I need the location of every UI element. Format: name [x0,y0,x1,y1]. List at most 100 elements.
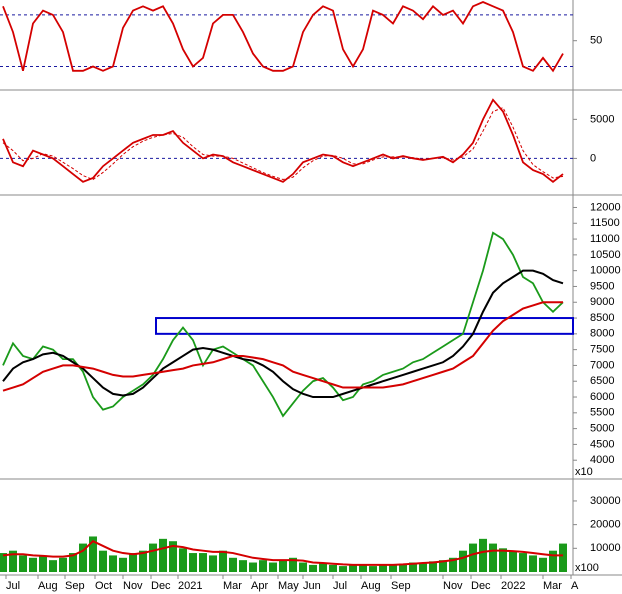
volume-bar [429,561,437,572]
volume-bar [259,560,267,572]
volume-bar [349,564,357,572]
volume-bar [59,557,67,572]
volume-bar [189,553,197,572]
unit-label: x10 [575,466,593,478]
volume-bar [39,555,47,572]
volume-bar [359,564,367,572]
y-tick-label: 7000 [590,359,614,371]
volume-bar [379,564,387,572]
volume-bar [219,550,227,572]
volume-bar [49,560,57,572]
y-tick-label: 10500 [590,249,621,261]
x-tick-label: 2021 [178,580,202,592]
volume-bar [119,557,127,572]
volume-bar [29,557,37,572]
series-line [2,301,563,392]
volume-bar [109,555,117,572]
x-tick-label: Apr [251,580,268,592]
x-tick-label: Mar [223,580,242,592]
volume-bar [449,557,457,572]
volume-bar [479,538,487,572]
x-tick-label: Aug [38,580,58,592]
volume-bar [279,560,287,572]
y-tick-label: 10000 [590,542,621,554]
y-tick-label: 10000 [590,265,621,277]
y-tick-label: 8500 [590,312,614,324]
y-tick-label: 11000 [590,233,620,245]
volume-bar [179,548,187,572]
volume-bar [529,555,537,572]
y-tick-label: 4500 [590,438,614,450]
x-tick-label: Nov [443,580,463,592]
series-line [2,269,564,399]
series-line [2,98,564,183]
volume-bar [99,550,107,572]
volume-bar [399,563,407,572]
y-tick-label: 8000 [590,328,614,340]
volume-bar [509,550,517,572]
price-zone [155,317,574,335]
x-tick-label: 2022 [501,580,525,592]
volume-bar [239,560,247,572]
y-tick-label: 50 [590,35,602,47]
x-tick-label: Aug [361,580,381,592]
volume-bar [19,555,27,572]
volume-bar [439,560,447,572]
y-tick-label: 9000 [590,296,614,308]
y-tick-label: 5500 [590,407,614,419]
volume-bar [469,543,477,572]
volume-bar [389,564,397,572]
volume-bar [229,557,237,572]
y-tick-label: 30000 [590,495,621,507]
volume-bar [249,562,257,572]
volume-bar [89,536,97,572]
x-tick-label: Sep [391,580,411,592]
volume-bar [159,538,167,572]
y-tick-label: 20000 [590,519,621,531]
volume-bar [309,564,317,572]
x-tick-label: May [278,580,299,592]
x-tick-label: Dec [151,580,171,592]
volume-bar [139,550,147,572]
series-line [2,540,563,566]
volume-bar [519,553,527,572]
x-tick-label: Jul [333,580,347,592]
volume-bar [339,566,347,572]
volume-bar [369,566,377,572]
x-tick-label: Mar [543,580,562,592]
series-line [2,106,564,181]
series-line [2,231,564,418]
volume-bar [169,541,177,572]
volume-bar [299,562,307,572]
y-tick-label: 9500 [590,280,614,292]
x-tick-label: Jul [6,580,20,592]
volume-bar [69,553,77,572]
y-tick-label: 12000 [590,201,621,213]
volume-bar [499,548,507,572]
volume-bar [559,543,567,572]
y-tick-label: 6500 [590,375,614,387]
volume-bar [79,543,87,572]
volume-bar [329,564,337,572]
y-tick-label: 0 [590,152,596,164]
series-line [2,1,564,73]
volume-bar [289,557,297,572]
x-tick-label: A [571,580,579,592]
volume-bar [149,543,157,572]
volume-bar [409,562,417,572]
volume-bar [0,553,7,572]
volume-bar [539,557,547,572]
x-tick-label: Sep [65,580,85,592]
volume-bar [319,562,327,572]
y-tick-label: 5000 [590,113,614,125]
volume-bar [9,550,17,572]
x-tick-label: Dec [471,580,491,592]
unit-label: x100 [575,562,599,574]
volume-bar [459,550,467,572]
volume-bar [199,553,207,572]
y-tick-label: 7500 [590,344,614,356]
y-tick-label: 11500 [590,217,620,229]
y-tick-label: 4000 [590,454,614,466]
